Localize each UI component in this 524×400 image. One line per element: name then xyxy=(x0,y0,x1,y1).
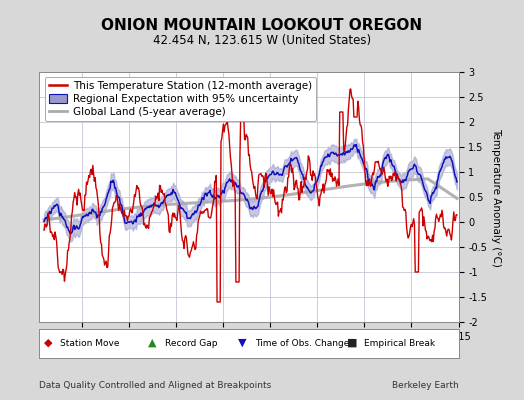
Text: Station Move: Station Move xyxy=(60,338,120,348)
Text: Time of Obs. Change: Time of Obs. Change xyxy=(255,338,350,348)
Text: ONION MOUNTAIN LOOKOUT OREGON: ONION MOUNTAIN LOOKOUT OREGON xyxy=(102,18,422,33)
Text: Data Quality Controlled and Aligned at Breakpoints: Data Quality Controlled and Aligned at B… xyxy=(39,381,271,390)
Y-axis label: Temperature Anomaly (°C): Temperature Anomaly (°C) xyxy=(491,128,501,266)
Text: ▲: ▲ xyxy=(148,338,157,348)
Text: Empirical Break: Empirical Break xyxy=(364,338,435,348)
Text: ■: ■ xyxy=(347,338,358,348)
Text: ▼: ▼ xyxy=(238,338,247,348)
Text: Berkeley Earth: Berkeley Earth xyxy=(392,381,458,390)
Legend: This Temperature Station (12-month average), Regional Expectation with 95% uncer: This Temperature Station (12-month avera… xyxy=(45,77,316,121)
Text: Record Gap: Record Gap xyxy=(165,338,217,348)
Text: 42.454 N, 123.615 W (United States): 42.454 N, 123.615 W (United States) xyxy=(153,34,371,47)
Text: ◆: ◆ xyxy=(43,338,52,348)
